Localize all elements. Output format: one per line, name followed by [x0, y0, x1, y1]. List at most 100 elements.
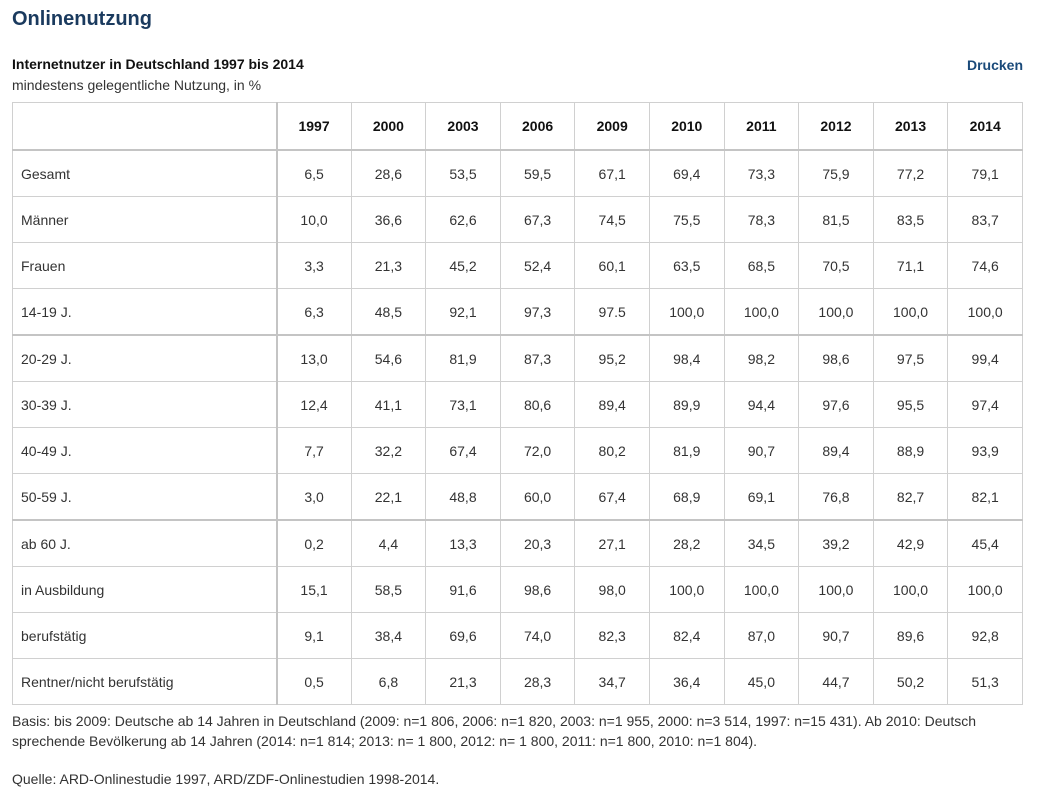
value-cell: 76,8 — [798, 473, 874, 521]
value-cell: 4,4 — [350, 519, 427, 567]
row-label-cell: Männer — [12, 196, 278, 243]
value-cell: 36,4 — [648, 658, 725, 705]
row-label-cell: 20-29 J. — [12, 334, 278, 382]
value-cell: 71,1 — [872, 242, 949, 289]
value-cell: 21,3 — [350, 242, 427, 289]
value-cell: 93,9 — [947, 427, 1023, 474]
value-cell: 70,5 — [798, 242, 874, 289]
value-cell: 58,5 — [350, 566, 427, 613]
value-cell: 36,6 — [350, 196, 427, 243]
value-cell: 20,3 — [499, 519, 576, 567]
row-label-cell: berufstätig — [12, 612, 278, 659]
value-cell: 87,0 — [723, 612, 800, 659]
value-cell: 53,5 — [425, 149, 501, 197]
header-year-cell: 2011 — [723, 102, 800, 151]
value-cell: 79,1 — [947, 149, 1023, 197]
value-cell: 74,6 — [947, 242, 1023, 289]
value-cell: 3,0 — [276, 473, 352, 521]
value-cell: 28,6 — [350, 149, 427, 197]
value-cell: 82,1 — [947, 473, 1023, 521]
value-cell: 69,6 — [425, 612, 501, 659]
value-cell: 98,4 — [648, 334, 725, 382]
value-cell: 91,6 — [425, 566, 501, 613]
value-cell: 81,9 — [425, 334, 501, 382]
value-cell: 6,3 — [276, 288, 352, 336]
table-row: 20-29 J. 13,0 54,6 81,9 87,3 95,2 98,4 98,2 98,6… — [12, 334, 1023, 382]
value-cell: 68,5 — [723, 242, 800, 289]
value-cell: 7,7 — [276, 427, 352, 474]
value-cell: 34,5 — [723, 519, 800, 567]
print-link[interactable]: Drucken — [966, 57, 1023, 73]
value-cell: 75,5 — [648, 196, 725, 243]
value-cell: 68,9 — [648, 473, 725, 521]
table-subtitle: mindestens gelegentliche Nutzung, in % — [12, 77, 262, 93]
value-cell: 83,7 — [947, 196, 1023, 243]
row-label-cell: 14-19 J. — [12, 288, 278, 336]
value-cell: 75,9 — [798, 149, 874, 197]
value-cell: 98,6 — [499, 566, 576, 613]
value-cell: 74,0 — [499, 612, 576, 659]
value-cell: 90,7 — [723, 427, 800, 474]
header-year-cell: 2014 — [947, 102, 1023, 151]
header-year-cell: 2012 — [798, 102, 874, 151]
row-label-cell: Frauen — [12, 242, 278, 289]
table-row: Frauen 3,3 21,3 45,2 52,4 60,1 63,5 68,5 70,5 71,… — [12, 242, 1023, 289]
value-cell: 13,3 — [425, 519, 501, 567]
table-row: berufstätig 9,1 38,4 69,6 74,0 82,3 82,4 87,0 90… — [12, 612, 1023, 659]
value-cell: 13,0 — [276, 334, 352, 382]
value-cell: 12,4 — [276, 381, 352, 428]
value-cell: 89,4 — [798, 427, 874, 474]
value-cell: 39,2 — [798, 519, 874, 567]
value-cell: 73,1 — [425, 381, 501, 428]
value-cell: 42,9 — [872, 519, 949, 567]
value-cell: 45,2 — [425, 242, 501, 289]
value-cell: 97,6 — [798, 381, 874, 428]
value-cell: 83,5 — [872, 196, 949, 243]
value-cell: 60,1 — [574, 242, 650, 289]
value-cell: 87,3 — [499, 334, 576, 382]
value-cell: 98,0 — [574, 566, 650, 613]
value-cell: 77,2 — [872, 149, 949, 197]
value-cell: 48,5 — [350, 288, 427, 336]
value-cell: 0,5 — [276, 658, 352, 705]
header-year-cell: 2010 — [648, 102, 725, 151]
table-header-row: 1997 2000 2003 2006 2009 2010 2011 2012 2013 2014 — [12, 102, 1023, 151]
value-cell: 51,3 — [947, 658, 1023, 705]
value-cell: 62,6 — [425, 196, 501, 243]
value-cell: 92,8 — [947, 612, 1023, 659]
value-cell: 0,2 — [276, 519, 352, 567]
table-row: Gesamt 6,5 28,6 53,5 59,5 67,1 69,4 73,3 75,9 77,… — [12, 149, 1023, 197]
value-cell: 45,0 — [723, 658, 800, 705]
value-cell: 100,0 — [872, 566, 949, 613]
value-cell: 48,8 — [425, 473, 501, 521]
value-cell: 97,5 — [872, 334, 949, 382]
value-cell: 69,4 — [648, 149, 725, 197]
value-cell: 81,9 — [648, 427, 725, 474]
value-cell: 63,5 — [648, 242, 725, 289]
value-cell: 90,7 — [798, 612, 874, 659]
value-cell: 32,2 — [350, 427, 427, 474]
value-cell: 100,0 — [798, 288, 874, 336]
value-cell: 9,1 — [276, 612, 352, 659]
value-cell: 45,4 — [947, 519, 1023, 567]
value-cell: 98,2 — [723, 334, 800, 382]
header-year-cell: 2006 — [499, 102, 576, 151]
table-row: Rentner/nicht berufstätig 0,5 6,8 21,3 28,3 3… — [12, 658, 1023, 705]
value-cell: 98,6 — [798, 334, 874, 382]
value-cell: 50,2 — [872, 658, 949, 705]
value-cell: 88,9 — [872, 427, 949, 474]
table-row: 30-39 J. 12,4 41,1 73,1 80,6 89,4 89,9 94,4 97,6… — [12, 381, 1023, 428]
value-cell: 80,2 — [574, 427, 650, 474]
value-cell: 100,0 — [872, 288, 949, 336]
row-label-cell: 40-49 J. — [12, 427, 278, 474]
header-year-cell: 2013 — [872, 102, 949, 151]
value-cell: 81,5 — [798, 196, 874, 243]
value-cell: 99,4 — [947, 334, 1023, 382]
value-cell: 95,5 — [872, 381, 949, 428]
value-cell: 38,4 — [350, 612, 427, 659]
value-cell: 54,6 — [350, 334, 427, 382]
header-corner-cell — [12, 102, 278, 151]
value-cell: 59,5 — [499, 149, 576, 197]
row-label-cell: 30-39 J. — [12, 381, 278, 428]
value-cell: 74,5 — [574, 196, 650, 243]
